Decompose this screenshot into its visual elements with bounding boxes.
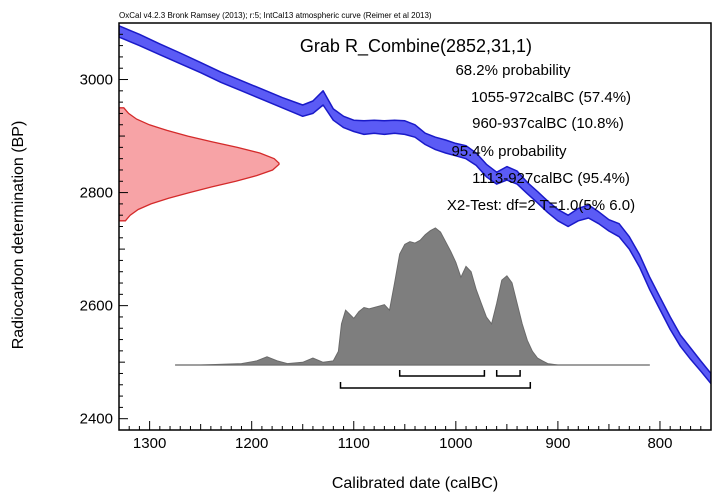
- annotation-line: 1055-972calBC (57.4%): [471, 89, 631, 106]
- chart-title: Grab R_Combine(2852,31,1): [300, 36, 532, 57]
- range-68-bracket: [398, 370, 486, 377]
- annotation-line: 95.4% probability: [451, 143, 567, 160]
- calibrated-distribution: [175, 227, 650, 366]
- y-tick-label: 3000: [80, 72, 113, 89]
- annotation-line: X2-Test: df=2 T=1.0(5% 6.0): [447, 197, 635, 214]
- oxcal-header: OxCal v4.2.3 Bronk Ramsey (2013); r:5; I…: [119, 11, 432, 20]
- x-tick-label: 1300: [133, 435, 166, 452]
- y-tick-label: 2600: [80, 298, 113, 315]
- range-68-bracket: [495, 370, 521, 377]
- annotation-line: 1113-927calBC (95.4%): [472, 170, 630, 187]
- x-tick-label: 1000: [439, 435, 472, 452]
- y-tick-label: 2400: [80, 411, 113, 428]
- annotation-line: 960-937calBC (10.8%): [472, 115, 624, 132]
- x-tick-label: 1200: [235, 435, 268, 452]
- y-axis-title: Radiocarbon determination (BP): [10, 121, 27, 350]
- range-95-bracket: [339, 382, 532, 389]
- annotation-line: 68.2% probability: [455, 62, 571, 79]
- x-tick-label: 900: [545, 435, 570, 452]
- x-tick-label: 1100: [338, 435, 370, 452]
- radiocarbon-distribution: [119, 107, 280, 222]
- y-tick-label: 2800: [80, 185, 113, 202]
- x-axis-title: Calibrated date (calBC): [332, 475, 498, 492]
- calibration-curve-band: [119, 25, 711, 385]
- x-tick-label: 800: [647, 435, 672, 452]
